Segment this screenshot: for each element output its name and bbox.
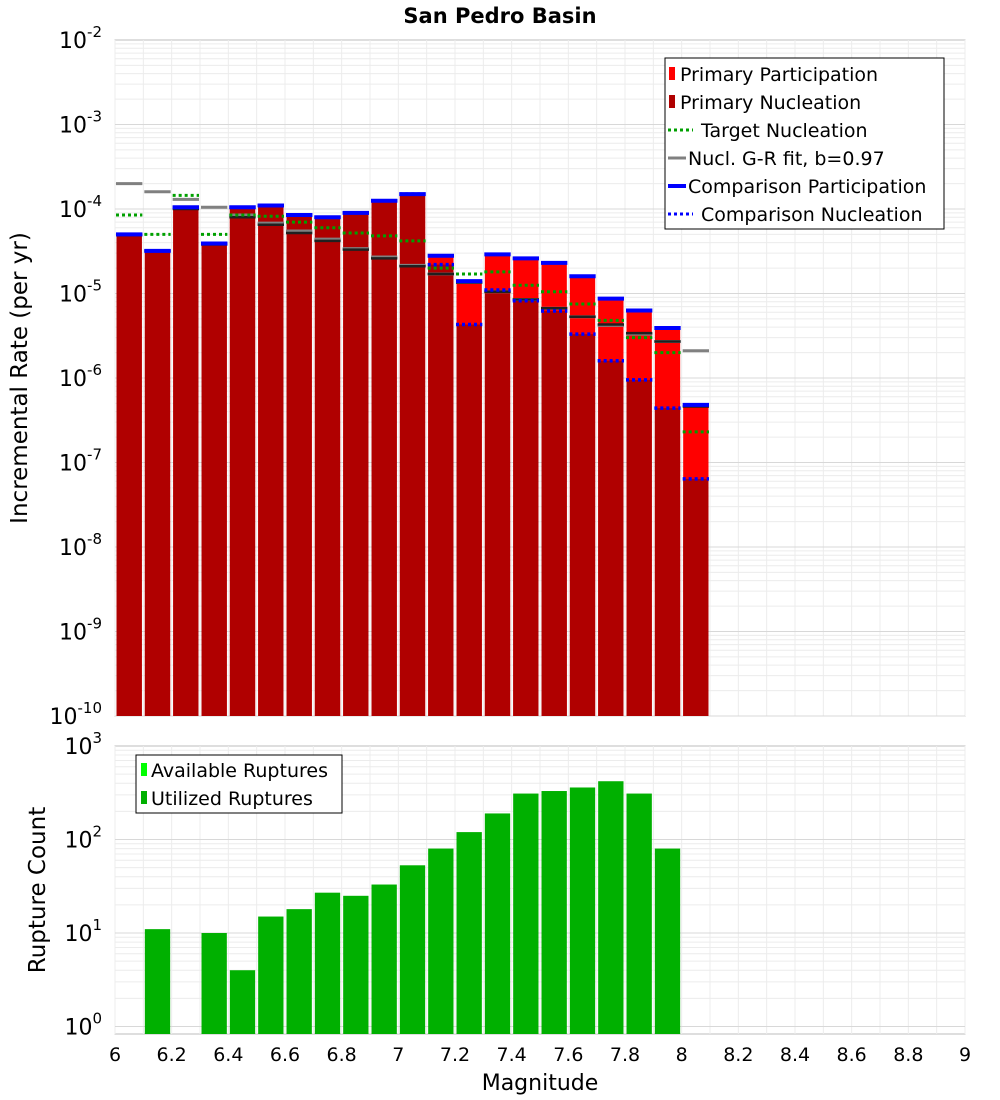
legend-swatch (141, 791, 147, 804)
chart-title: San Pedro Basin (403, 4, 596, 28)
x-tick-label: 9 (959, 1044, 971, 1066)
rate-legend-box (664, 57, 945, 230)
nucleation-bar (229, 207, 256, 716)
x-tick-label: 8.2 (723, 1044, 753, 1066)
x-tick-label: 8.6 (837, 1044, 867, 1066)
utilized-ruptures-bar (626, 793, 652, 1034)
nucleation-bar (201, 243, 227, 716)
nucleation-bar (541, 311, 567, 716)
x-tick-label: 8.4 (780, 1044, 810, 1066)
rate-y-tick-label: 10-7 (59, 446, 102, 477)
rate-y-tick-label: 10-3 (59, 108, 102, 139)
rate-y-tick-label: 10-4 (59, 192, 102, 223)
rate-bars (116, 194, 709, 717)
utilized-ruptures-bar (314, 892, 341, 1034)
utilized-ruptures-bar (144, 929, 171, 1034)
utilized-ruptures-bar (513, 793, 539, 1034)
count-plot: 103 102 101 100 (64, 729, 966, 1041)
utilized-ruptures-bar (654, 848, 681, 1034)
x-tick-label: 6.2 (157, 1044, 187, 1066)
rate-y-tick-label: 10-5 (59, 277, 102, 308)
nucleation-bar (116, 234, 142, 717)
nucleation-bar (654, 408, 681, 716)
x-tick-label: 7.2 (440, 1044, 470, 1066)
rate-y-axis-label: Incremental Rate (per yr) (7, 232, 33, 524)
x-tick-label: 8.8 (893, 1044, 923, 1066)
legend-label: Available Ruptures (151, 760, 328, 782)
legend-label: Primary Participation (680, 64, 878, 86)
rate-y-tick-label: 10-2 (59, 23, 102, 54)
rate-y-tick-label: 10-8 (59, 530, 102, 561)
nucleation-bar (683, 478, 709, 716)
utilized-ruptures-bar (371, 884, 397, 1034)
rate-y-tick-label: 10-10 (50, 699, 103, 730)
count-y-tick-label: 100 (64, 1010, 102, 1041)
x-tick-label: 6 (109, 1044, 121, 1066)
utilized-ruptures-bar (229, 970, 256, 1034)
utilized-ruptures-bar (569, 787, 596, 1034)
count-legend-box (135, 754, 343, 814)
utilized-ruptures-bar (456, 832, 482, 1034)
utilized-ruptures-bar (484, 813, 511, 1034)
utilized-ruptures-bar (258, 916, 284, 1034)
nucleation-bar (343, 212, 369, 716)
legend-swatch (141, 763, 147, 776)
legend-label: Utilized Ruptures (151, 788, 313, 810)
nucleation-bar (626, 379, 652, 716)
utilized-ruptures-bar (343, 895, 369, 1034)
legend-label: Primary Nucleation (680, 92, 861, 114)
nucleation-bar (314, 217, 341, 716)
utilized-ruptures-bar (286, 909, 312, 1034)
nucleation-bar (399, 194, 426, 716)
nucleation-bar (258, 205, 284, 716)
legend-label: Comparison Participation (688, 176, 926, 198)
rate-y-ticks: 10-2 10-3 10-4 10-5 10-6 10-7 10-8 10-9 10-10 (50, 23, 103, 730)
nucleation-bar (144, 250, 171, 716)
utilized-ruptures-bar (428, 848, 454, 1034)
utilized-ruptures-bar (598, 781, 624, 1034)
x-tick-label: 6.6 (270, 1044, 300, 1066)
x-axis-label: Magnitude (482, 1071, 599, 1096)
nucleation-bar (598, 360, 624, 716)
nucleation-bar (286, 214, 312, 716)
legend-swatch (669, 67, 675, 80)
legend-label: Target Nucleation (700, 120, 868, 142)
rate-line-marks (116, 182, 709, 481)
count-bars (144, 781, 681, 1034)
x-tick-labels: 6 6.2 6.4 6.6 6.8 7 7.2 7.4 7.6 7.8 8 8.2 8.4 8.6 8.8 9 (109, 1044, 971, 1066)
x-tick-label: 7 (392, 1044, 404, 1066)
utilized-ruptures-bar (541, 791, 567, 1034)
x-tick-label: 7.4 (497, 1044, 527, 1066)
count-y-tick-label: 101 (64, 916, 102, 947)
nucleation-bar (371, 200, 397, 717)
count-y-axis-label: Rupture Count (25, 807, 51, 973)
nucleation-bar (456, 324, 482, 716)
nucleation-bar (484, 290, 511, 716)
utilized-ruptures-bar (201, 933, 227, 1034)
x-tick-label: 7.6 (553, 1044, 583, 1066)
count-y-tick-label: 103 (64, 729, 102, 760)
nucleation-bar (569, 334, 596, 716)
legend-swatch (669, 95, 675, 108)
nucleation-bar (513, 300, 539, 716)
legend-label: Nucl. G-R fit, b=0.97 (688, 148, 885, 170)
count-legend: Available Ruptures Utilized Ruptures (135, 754, 343, 814)
utilized-ruptures-bar (399, 865, 426, 1034)
x-tick-label: 6.4 (213, 1044, 243, 1066)
count-y-tick-label: 102 (64, 823, 102, 854)
x-tick-label: 7.8 (610, 1044, 640, 1066)
legend-label: Comparison Nucleation (701, 204, 923, 226)
x-tick-label: 6.8 (327, 1044, 357, 1066)
nucleation-bar (173, 207, 199, 716)
rate-y-tick-label: 10-6 (59, 361, 102, 392)
rate-legend: Primary Participation Primary Nucleation T… (664, 57, 945, 230)
x-tick-label: 8 (676, 1044, 688, 1066)
count-y-ticks: 103 102 101 100 (64, 729, 102, 1041)
nucleation-bar (428, 264, 454, 716)
rate-y-tick-label: 10-9 (59, 615, 102, 646)
